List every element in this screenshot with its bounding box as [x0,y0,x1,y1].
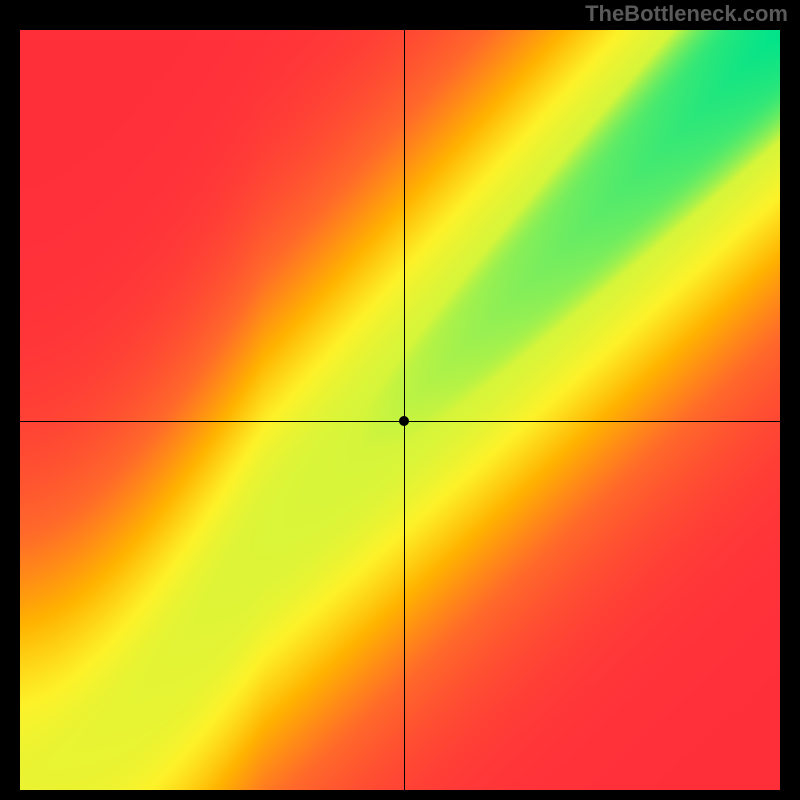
crosshair-dot [399,416,409,426]
watermark-text: TheBottleneck.com [585,1,788,27]
crosshair-vertical [404,30,405,790]
heatmap-canvas [20,30,780,790]
plot-area [20,30,780,790]
